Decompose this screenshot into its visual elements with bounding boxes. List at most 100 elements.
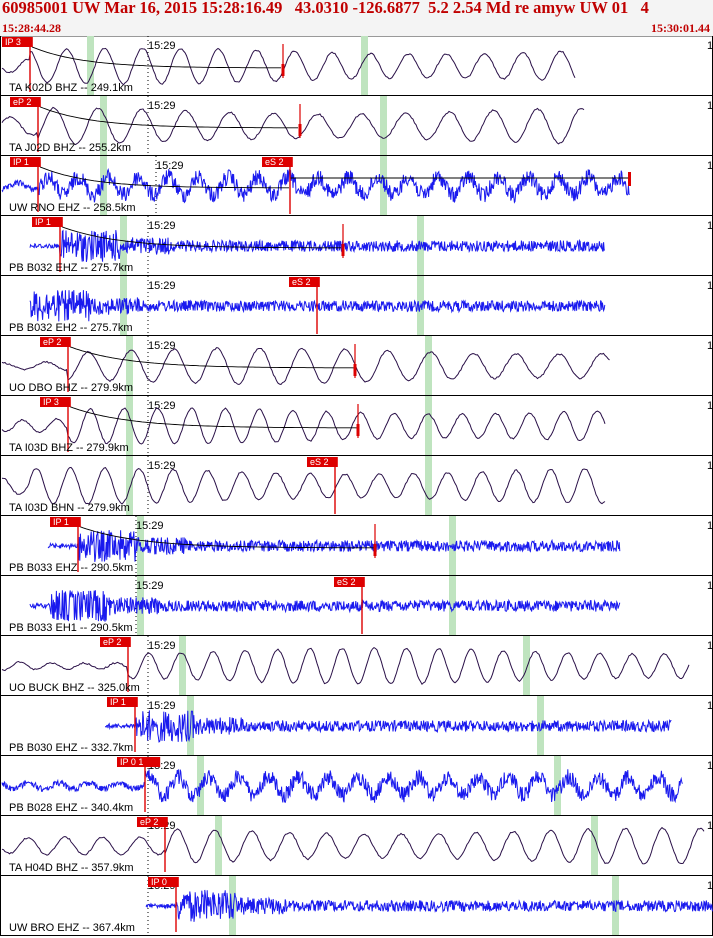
minute-tick-label: 15:29 [148,640,176,652]
phase-marker-bar [425,336,432,396]
seismogram-plot[interactable]: 15:29 1 IP 3 TA K02D BHZ -- 249.1km 15:29 1 eP… [0,36,713,938]
amplitude-scale-mark: 1 [707,100,713,112]
amplitude-scale-mark: 1 [707,160,713,172]
p-pick-box [10,157,41,167]
station-label: PB B032 EH2 -- 275.7km [9,322,133,334]
coda-decay-curve [39,166,289,189]
amplitude-scale-mark: 1 [707,460,713,472]
p-pick-box [40,337,71,347]
phase-marker-bar [126,396,133,456]
amplitude-scale-mark: 1 [707,880,713,892]
trace-panel[interactable]: 15:29 1 eS 2 PB B033 EH1 -- 290.5km [0,576,713,636]
p-pick-box [2,37,33,47]
p-pick-box [107,697,138,707]
phase-marker-bar [425,396,432,456]
phase-marker-bar [425,456,432,516]
window-end-time: 15:30:01.44 [651,21,710,35]
minute-tick-label: 15:29 [148,700,176,712]
coda-pick-marker [298,124,302,136]
minute-tick-label: 15:29 [156,160,184,172]
coda-decay-curve [69,406,359,429]
p-pick-box [10,97,41,107]
trace-panel[interactable]: 15:29 1 IP 1 PB B033 EHZ -- 290.5km [0,516,713,576]
phase-marker-bar [612,876,619,936]
waveform-trace [1,769,683,804]
phase-marker-bar [449,576,456,636]
p-pick-label: IP 1 [35,217,51,227]
p-pick-label: eP 2 [103,637,121,647]
trace-panel[interactable]: 15:29 1 eS 2 PB B032 EH2 -- 275.7km [0,276,713,336]
phase-marker-bar [126,456,133,516]
coda-end-marker [628,172,631,186]
station-label: UO BUCK BHZ -- 325.0km [9,682,140,694]
station-label: TA J02D BHZ -- 255.2km [9,142,131,154]
s-pick-label: eS 2 [265,157,284,167]
station-label: PB B033 EHZ -- 290.5km [9,562,133,574]
station-label: UW RNO EHZ -- 258.5km [9,202,136,214]
station-label: TA I03D BHN -- 279.9km [9,502,130,514]
s-pick-box [307,457,338,467]
phase-marker-bar [537,696,544,756]
coda-decay-curve [79,526,374,549]
p-pick-label: eP 2 [13,97,31,107]
p-pick-box [100,637,131,647]
p-pick-label: IP 1 [110,697,126,707]
p-pick-box [32,217,63,227]
phase-marker-bar [215,816,222,876]
waveform-trace [29,590,621,622]
coda-decay-curve [69,346,356,369]
coda-decay-curve [39,106,298,129]
coda-decay-curve [61,226,341,249]
s-pick-box [289,277,320,287]
amplitude-scale-mark: 1 [707,40,713,52]
coda-pick-marker [356,424,360,436]
minute-tick-label: 15:29 [136,520,164,532]
waveform-trace [1,106,585,146]
station-label: PB B030 EHZ -- 332.7km [9,742,133,754]
amplitude-scale-mark: 1 [707,400,713,412]
station-label: TA H04D BHZ -- 357.9km [9,862,134,874]
phase-marker-bar [87,36,94,96]
event-header: 60985001 UW Mar 16, 2015 15:28:16.49 43.… [0,0,713,37]
amplitude-scale-mark: 1 [707,220,713,232]
trace-panel[interactable]: 15:29 1 IP 1 eS 2 UW RNO EHZ -- 258.5km [0,156,713,216]
p-pick-box [137,817,168,827]
minute-tick-label: 15:29 [136,580,164,592]
trace-panel[interactable]: 15:29 1 IP 3 TA K02D BHZ -- 249.1km [0,36,713,96]
p-pick-box [50,517,81,527]
trace-panel[interactable]: 15:29 1IP 0 1PB B028 EHZ -- 340.4km [0,756,713,816]
trace-panel[interactable]: 15:29 1 eP 2 UO BUCK BHZ -- 325.0km [0,636,713,696]
trace-panel[interactable]: 15:29 1 IP 1 PB B032 EHZ -- 275.7km [0,216,713,276]
minute-tick-label: 15:29 [148,220,176,232]
amplitude-scale-mark: 1 [707,760,713,772]
coda-pick-marker [281,64,285,76]
waveform-trace [1,826,705,865]
waveform-trace [47,530,621,562]
amplitude-scale-mark: 1 [707,280,713,292]
station-label: TA I03D BHZ -- 279.9km [9,442,129,454]
waveform-trace [104,710,672,743]
waveform-trace [1,347,610,386]
p-pick-label: IP 3 [43,397,59,407]
trace-panel[interactable]: 15:29 1 eP 2 TA J02D BHZ -- 255.2km [0,96,713,156]
minute-tick-label: 15:29 [148,100,176,112]
trace-panel[interactable]: 15:29 1 IP 3 TA I03D BHZ -- 279.9km [0,396,713,456]
phase-marker-bar [554,756,561,816]
trace-panel[interactable]: 15:29 1 IP 1 PB B030 EHZ -- 332.7km [0,696,713,756]
amplitude-scale-mark: 1 [707,520,713,532]
p-pick-label: IP 0 [151,877,167,887]
station-label: PB B028 EHZ -- 340.4km [9,802,133,814]
phase-marker-bar [126,336,133,396]
s-pick-label: eS 2 [337,577,356,587]
minute-tick-label: 15:29 [148,40,176,52]
p-pick-label: IP 3 [5,37,21,47]
trace-panel[interactable]: 15:29 1 eS 2 TA I03D BHN -- 279.9km [0,456,713,516]
s-pick-label: eS 2 [310,457,329,467]
event-title: 60985001 UW Mar 16, 2015 15:28:16.49 43.… [2,0,649,17]
waveform-trace [1,646,690,686]
station-label: PB B033 EH1 -- 290.5km [9,622,133,634]
trace-panel[interactable]: 15:29 1 eP 2 UO DBO BHZ -- 279.9km [0,336,713,396]
p-pick-box [40,397,71,407]
